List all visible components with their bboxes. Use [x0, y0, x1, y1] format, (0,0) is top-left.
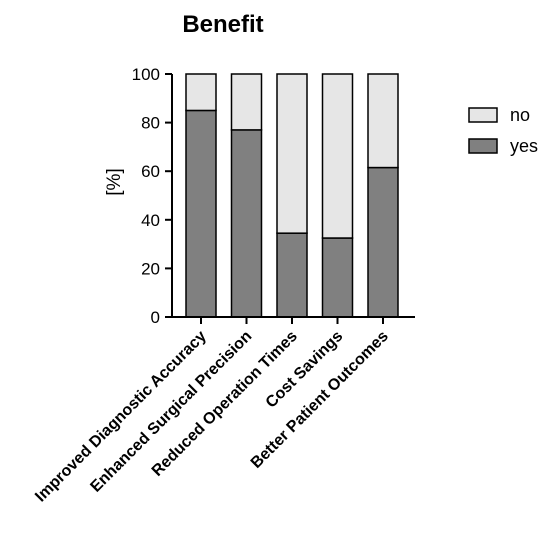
y-tick-label: 40 — [141, 211, 160, 230]
bar-yes-improved-diagnostic-accuracy — [185, 109, 217, 318]
y-tick-label: 100 — [132, 65, 160, 84]
legend-swatch-no — [468, 107, 498, 123]
y-tick-label: 0 — [151, 308, 160, 327]
bar-yes-cost-savings — [321, 237, 354, 318]
y-axis-label: [%] — [104, 168, 125, 195]
bar-no-better-patient-outcomes — [367, 73, 399, 169]
y-tick-label: 20 — [141, 259, 160, 278]
legend: no yes — [468, 105, 538, 156]
legend-swatch-yes — [468, 138, 498, 154]
legend-label-yes: yes — [510, 136, 538, 156]
bar-yes-enhanced-surgical-precision — [230, 129, 263, 318]
bars-group — [185, 73, 399, 318]
bar-yes-better-patient-outcomes — [367, 166, 399, 318]
bar-no-cost-savings — [321, 73, 354, 239]
legend-label-no: no — [510, 105, 530, 125]
chart-title: Benefit — [182, 11, 263, 38]
y-tick-label: 80 — [141, 114, 160, 133]
x-tick-label: Improved Diagnostic Accuracy — [32, 328, 210, 506]
bar-no-improved-diagnostic-accuracy — [185, 73, 217, 112]
bar-no-reduced-operation-times — [276, 73, 308, 234]
bar-yes-reduced-operation-times — [276, 232, 308, 318]
y-tick-label: 60 — [141, 162, 160, 181]
bar-no-enhanced-surgical-precision — [230, 73, 263, 131]
